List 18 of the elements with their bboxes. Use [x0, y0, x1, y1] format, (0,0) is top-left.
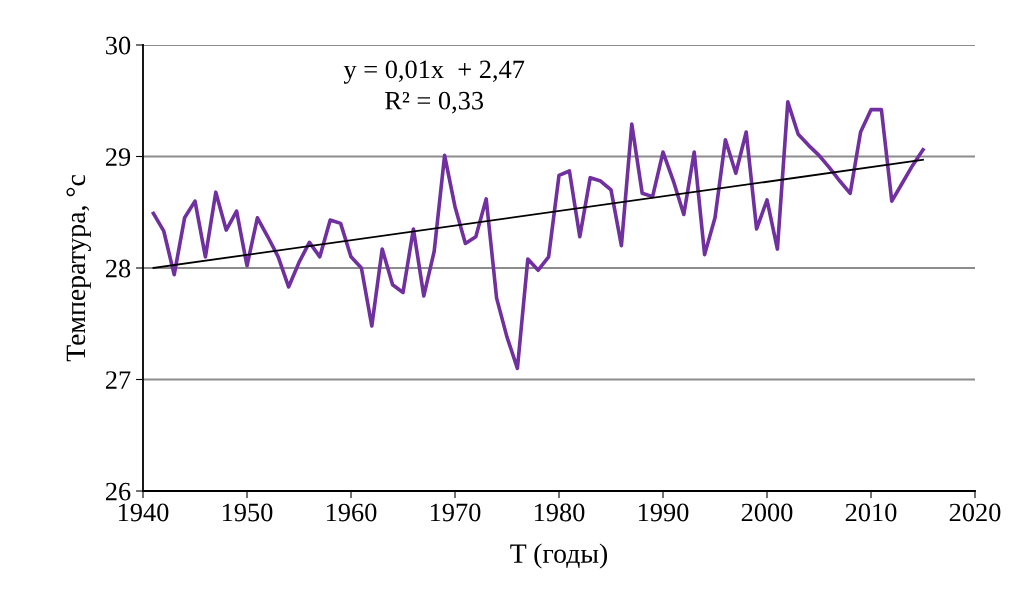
y-tick-label: 28 — [105, 259, 131, 278]
x-axis-title: T (годы) — [510, 543, 608, 569]
y-axis-title: Температура, °c — [66, 175, 91, 362]
x-tick-label: 1970 — [430, 503, 481, 522]
x-tick-label: 1950 — [222, 503, 273, 522]
x-tick-label: 1980 — [534, 503, 585, 522]
x-tick-label: 1940 — [118, 503, 169, 522]
y-tick-label: 26 — [105, 482, 131, 501]
y-tick-label: 27 — [105, 371, 131, 389]
y-tick-label: 29 — [105, 148, 131, 166]
annotation: R² = 0,33 — [385, 91, 484, 114]
x-tick-label: 1990 — [638, 503, 689, 522]
annotation: y = 0,01x + 2,47 — [343, 60, 525, 84]
x-tick-label: 1960 — [326, 503, 377, 522]
y-tick-label: 30 — [106, 36, 131, 55]
x-tick-label: 2020 — [949, 503, 1001, 522]
x-tick-label: 2000 — [741, 503, 793, 522]
x-tick-label: 2010 — [845, 503, 897, 522]
